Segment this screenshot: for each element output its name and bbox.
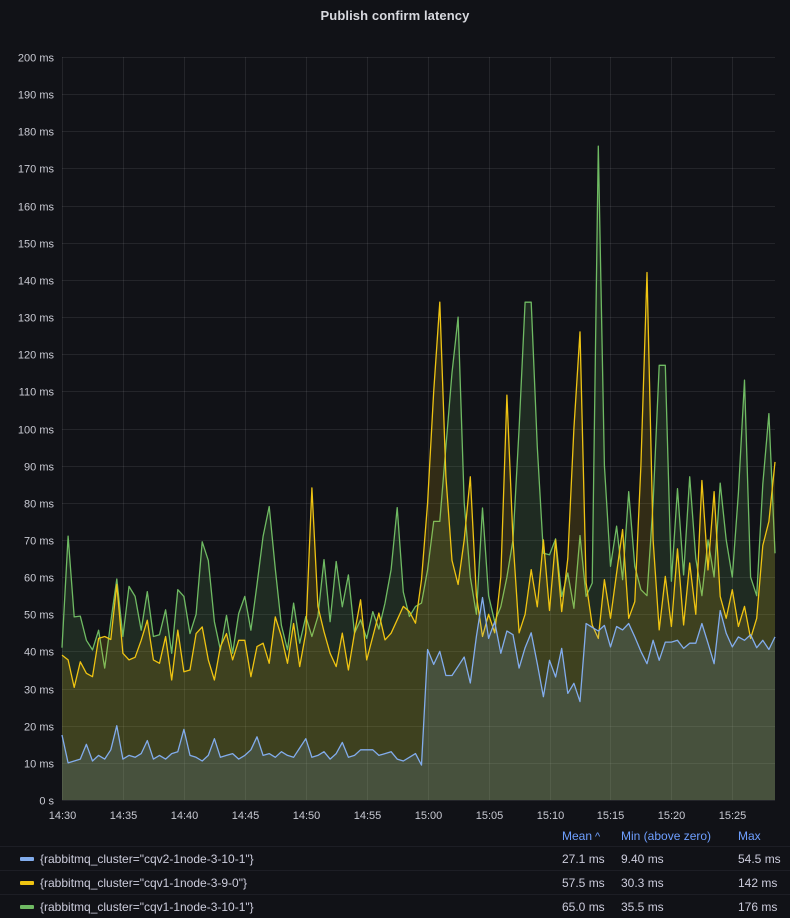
mean-header-label: Mean (562, 828, 593, 843)
y-tick-label: 70 ms (24, 536, 54, 548)
y-tick-label: 90 ms (24, 462, 54, 474)
legend: Mean ^ Min (above zero) Max {rabbitmq_clu… (0, 825, 790, 916)
y-tick-label: 30 ms (24, 685, 54, 697)
series-area (62, 597, 775, 800)
x-tick-label: 14:45 (232, 810, 260, 822)
x-tick-label: 15:15 (597, 810, 625, 822)
legend-max-value: 142 ms (738, 875, 778, 890)
y-tick-label: 120 ms (18, 350, 55, 362)
y-tick-label: 60 ms (24, 573, 54, 585)
chart-canvas[interactable]: 0 s 10 ms 20 ms 30 ms 40 ms 50 ms 60 ms 70 ms 80… (0, 30, 790, 825)
series-area (62, 272, 775, 800)
legend-series-label[interactable]: {rabbitmq_cluster="cqv2-1node-3-10-1"} (40, 851, 254, 866)
max-header-label: Max (738, 828, 761, 843)
y-tick-label: 130 ms (18, 313, 55, 325)
x-tick-label: 14:40 (171, 810, 199, 822)
x-tick-label: 15:20 (658, 810, 686, 822)
x-tick-label: 15:25 (719, 810, 747, 822)
time-series-chart[interactable]: 0 s 10 ms 20 ms 30 ms 40 ms 50 ms 60 ms 70 ms 80… (0, 30, 790, 825)
legend-row[interactable]: {rabbitmq_cluster="cqv1-1node-3-9-0"} 57.… (0, 870, 790, 894)
legend-mean-value: 65.0 ms (562, 899, 605, 914)
y-tick-label: 150 ms (18, 239, 55, 251)
legend-series-label[interactable]: {rabbitmq_cluster="cqv1-1node-3-10-1"} (40, 899, 254, 914)
y-tick-label: 160 ms (18, 202, 55, 214)
x-tick-label: 15:10 (537, 810, 565, 822)
legend-header-mean[interactable]: Mean ^ (562, 829, 621, 843)
min-header-label: Min (above zero) (621, 828, 712, 843)
series-line (61, 271, 776, 689)
legend-max-value: 54.5 ms (738, 851, 781, 866)
y-tick-label: 110 ms (19, 387, 55, 399)
x-tick-label: 15:00 (415, 810, 443, 822)
x-tick-label: 14:35 (110, 810, 138, 822)
legend-header-row: Mean ^ Min (above zero) Max (0, 825, 790, 846)
y-tick-label: 180 ms (18, 127, 55, 139)
plot-area[interactable] (62, 57, 775, 800)
y-tick-label: 0 s (39, 796, 54, 808)
legend-header-min[interactable]: Min (above zero) (621, 829, 738, 843)
y-tick-label: 200 ms (18, 53, 55, 65)
x-tick-label: 14:55 (354, 810, 382, 822)
legend-header-max[interactable]: Max (738, 829, 778, 843)
x-tick-label: 14:30 (49, 810, 77, 822)
series-color-swatch[interactable] (20, 880, 34, 885)
series-color-swatch[interactable] (20, 856, 34, 861)
legend-series-label[interactable]: {rabbitmq_cluster="cqv1-1node-3-9-0"} (40, 875, 247, 890)
series-color-swatch[interactable] (20, 904, 34, 909)
y-tick-label: 20 ms (24, 722, 54, 734)
legend-min-value: 9.40 ms (621, 851, 664, 866)
legend-row[interactable]: {rabbitmq_cluster="cqv1-1node-3-10-1"} 65… (0, 894, 790, 918)
y-tick-label: 170 ms (18, 164, 55, 176)
panel-title[interactable]: Publish confirm latency (320, 7, 470, 23)
legend-row[interactable]: {rabbitmq_cluster="cqv2-1node-3-10-1"} 27… (0, 846, 790, 870)
legend-mean-value: 27.1 ms (562, 851, 605, 866)
x-tick-label: 15:05 (476, 810, 504, 822)
y-tick-label: 190 ms (18, 90, 55, 102)
legend-min-value: 30.3 ms (621, 875, 664, 890)
legend-min-value: 35.5 ms (621, 899, 664, 914)
y-tick-label: 80 ms (24, 499, 54, 511)
y-tick-label: 10 ms (24, 759, 54, 771)
y-tick-label: 40 ms (24, 647, 54, 659)
y-tick-label: 50 ms (24, 610, 54, 622)
sort-asc-icon: ^ (595, 830, 601, 843)
series-line (61, 596, 776, 766)
legend-max-value: 176 ms (738, 899, 778, 914)
y-tick-label: 100 ms (18, 425, 55, 437)
legend-mean-value: 57.5 ms (562, 875, 605, 890)
x-tick-label: 14:50 (293, 810, 321, 822)
y-tick-label: 140 ms (18, 276, 55, 288)
